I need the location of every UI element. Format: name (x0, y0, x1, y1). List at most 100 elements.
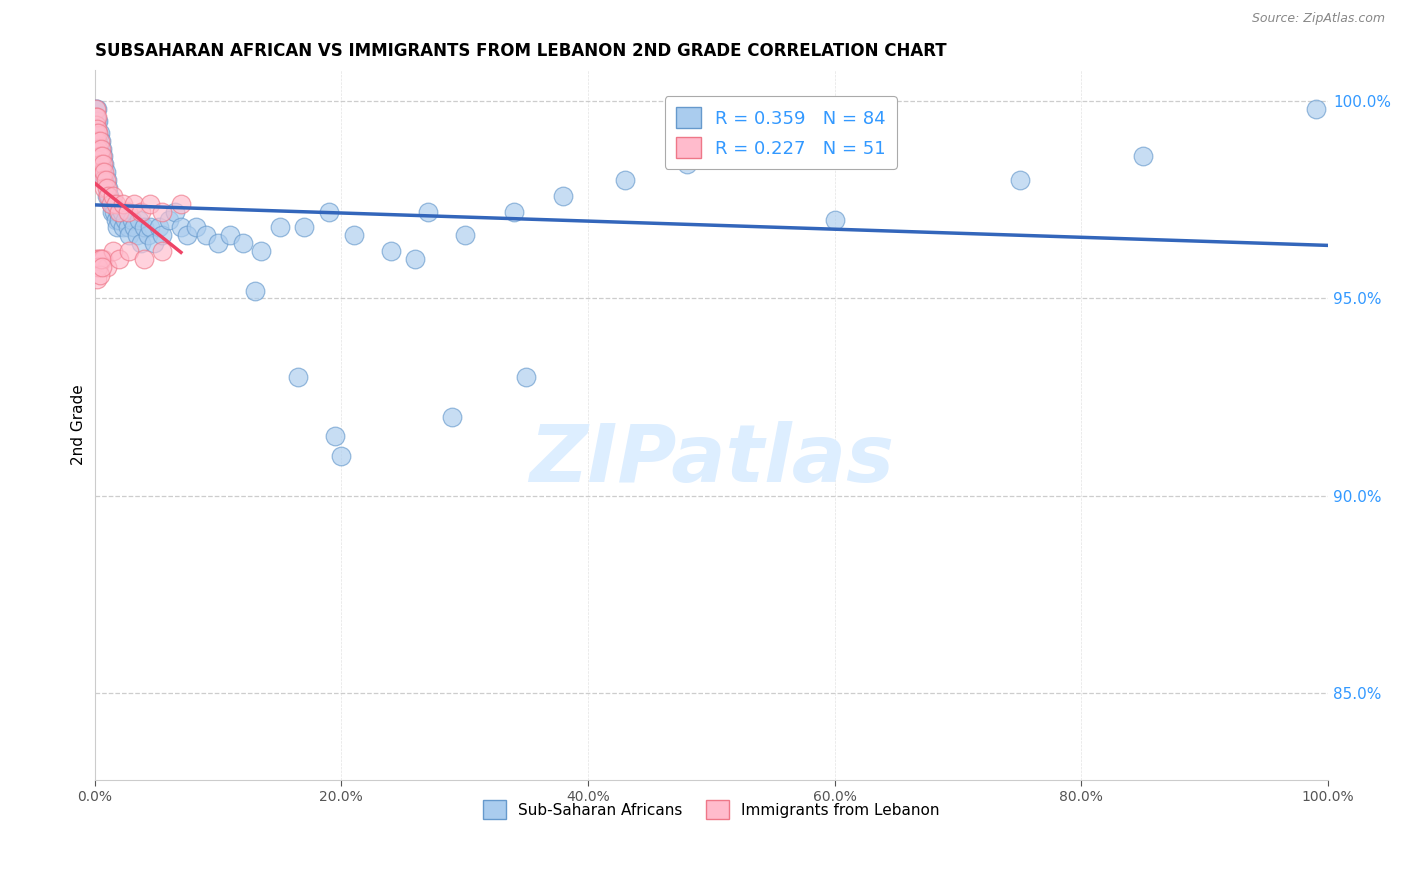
Point (90, 149, 112, 163)
Point (111, 220, 134, 235)
Point (84, 110, 107, 124)
Point (84, 118, 107, 132)
Point (90, 157, 112, 171)
Point (117, 204, 139, 219)
Point (93, 157, 115, 171)
Point (93, 181, 115, 195)
Point (91, 173, 114, 187)
Point (91, 252, 114, 266)
Point (87, 142, 110, 156)
Point (108, 204, 131, 219)
Point (404, 252, 426, 266)
Point (824, 212, 846, 227)
Legend: Sub-Saharan Africans, Immigrants from Lebanon: Sub-Saharan Africans, Immigrants from Le… (477, 795, 945, 825)
Point (157, 212, 180, 227)
Point (87, 252, 110, 266)
Point (105, 220, 128, 235)
Point (84, 126, 107, 140)
Point (194, 228, 217, 243)
Point (553, 189, 575, 203)
Point (131, 204, 153, 219)
Point (148, 220, 170, 235)
Point (84, 126, 107, 140)
Point (139, 220, 162, 235)
Point (87, 153, 110, 168)
Point (104, 196, 127, 211)
Point (86, 110, 108, 124)
Point (101, 244, 124, 258)
Point (176, 228, 198, 243)
Point (318, 204, 340, 219)
Point (93, 173, 115, 187)
Point (90, 165, 112, 179)
Point (122, 196, 145, 211)
Point (136, 228, 159, 243)
Point (152, 228, 174, 243)
Text: ZIPatlas: ZIPatlas (529, 421, 894, 500)
Point (122, 220, 145, 235)
Point (139, 196, 162, 211)
Point (107, 204, 129, 219)
Point (101, 196, 124, 211)
Point (163, 204, 186, 219)
Point (91, 149, 114, 163)
Point (292, 220, 315, 235)
Point (86, 145, 108, 160)
Point (152, 244, 174, 258)
Point (287, 370, 309, 384)
Point (87, 114, 110, 128)
Point (87, 260, 110, 274)
Point (91, 142, 114, 156)
Point (97, 189, 120, 203)
Point (132, 220, 155, 235)
Point (111, 196, 134, 211)
Point (101, 189, 124, 203)
Point (269, 220, 291, 235)
Point (121, 212, 143, 227)
Point (91, 260, 114, 274)
Point (108, 252, 131, 266)
Point (96, 189, 118, 203)
Point (675, 157, 697, 171)
Point (86, 114, 108, 128)
Point (98, 189, 121, 203)
Point (117, 220, 139, 235)
Text: Source: ZipAtlas.com: Source: ZipAtlas.com (1251, 12, 1385, 25)
Text: SUBSAHARAN AFRICAN VS IMMIGRANTS FROM LEBANON 2ND GRADE CORRELATION CHART: SUBSAHARAN AFRICAN VS IMMIGRANTS FROM LE… (94, 42, 946, 60)
Point (89, 157, 111, 171)
Point (89, 134, 111, 148)
Point (90, 134, 112, 148)
Point (104, 212, 127, 227)
Point (441, 409, 464, 424)
Point (84, 137, 107, 152)
Point (170, 196, 193, 211)
Y-axis label: 2nd Grade: 2nd Grade (72, 384, 86, 465)
Point (125, 228, 148, 243)
Point (86, 149, 108, 163)
Point (111, 204, 134, 219)
Point (86, 252, 108, 266)
Point (100, 196, 122, 211)
Point (89, 126, 111, 140)
Point (91, 165, 114, 179)
Point (86, 271, 108, 285)
Point (515, 370, 537, 384)
Point (94, 173, 117, 187)
Point (1008, 173, 1031, 187)
Point (614, 173, 637, 187)
Point (100, 196, 122, 211)
Point (91, 157, 114, 171)
Point (90, 142, 112, 156)
Point (103, 204, 125, 219)
Point (87, 126, 110, 140)
Point (416, 204, 439, 219)
Point (250, 244, 273, 258)
Point (118, 244, 141, 258)
Point (97, 181, 120, 195)
Point (91, 149, 114, 163)
Point (89, 268, 111, 282)
Point (380, 244, 402, 258)
Point (232, 236, 254, 251)
Point (87, 126, 110, 140)
Point (1132, 149, 1154, 163)
